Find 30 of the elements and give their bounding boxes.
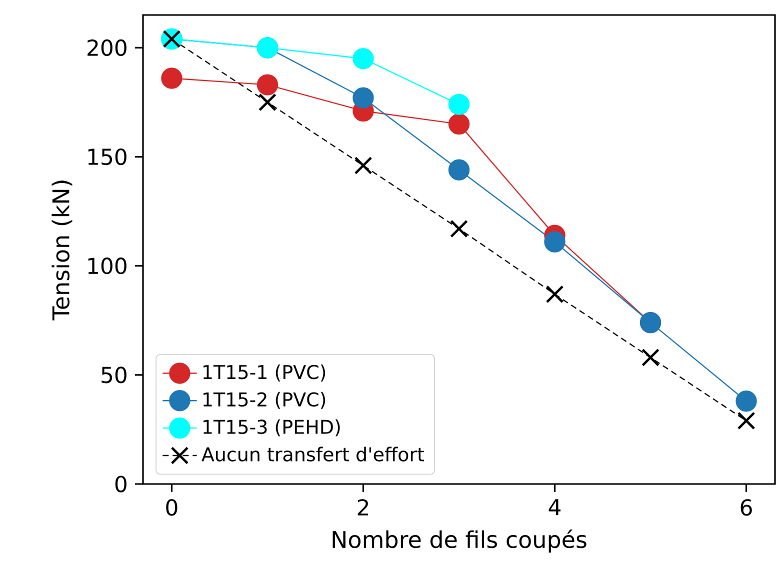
x-tick-label: 6 — [740, 499, 752, 516]
point — [258, 93, 276, 112]
x-axis-title: Nombre de fils coupés — [332, 529, 586, 553]
point — [642, 348, 660, 366]
y-tick-label: 200 — [88, 39, 126, 56]
point — [546, 285, 564, 304]
point — [736, 390, 757, 412]
y-axis-title: Tension (kN) — [52, 180, 72, 320]
legend-label: 1T15-2 (PVC) — [203, 392, 326, 409]
point — [737, 412, 756, 430]
legend-label: 1T15-3 (PEHD) — [203, 419, 340, 436]
legend-label: Aucun transfert d'effort — [202, 446, 424, 462]
y-tick-label: 50 — [102, 366, 126, 384]
point — [544, 231, 566, 252]
point — [256, 74, 278, 96]
point — [352, 48, 374, 70]
point — [450, 220, 468, 238]
x-tick-label: 0 — [166, 499, 178, 516]
legend-label: 1T15-1 (PVC) — [203, 364, 326, 382]
point — [448, 94, 470, 116]
y-tick-label: 150 — [88, 148, 126, 166]
point — [448, 113, 470, 135]
y-tick-label: 100 — [88, 258, 126, 274]
x-tick-label: 2 — [358, 499, 368, 516]
y-tick-label: 0 — [115, 476, 126, 492]
point — [161, 68, 182, 89]
x-tick-label: 4 — [548, 499, 561, 516]
point — [354, 156, 372, 174]
point — [352, 87, 374, 108]
point — [448, 159, 470, 180]
